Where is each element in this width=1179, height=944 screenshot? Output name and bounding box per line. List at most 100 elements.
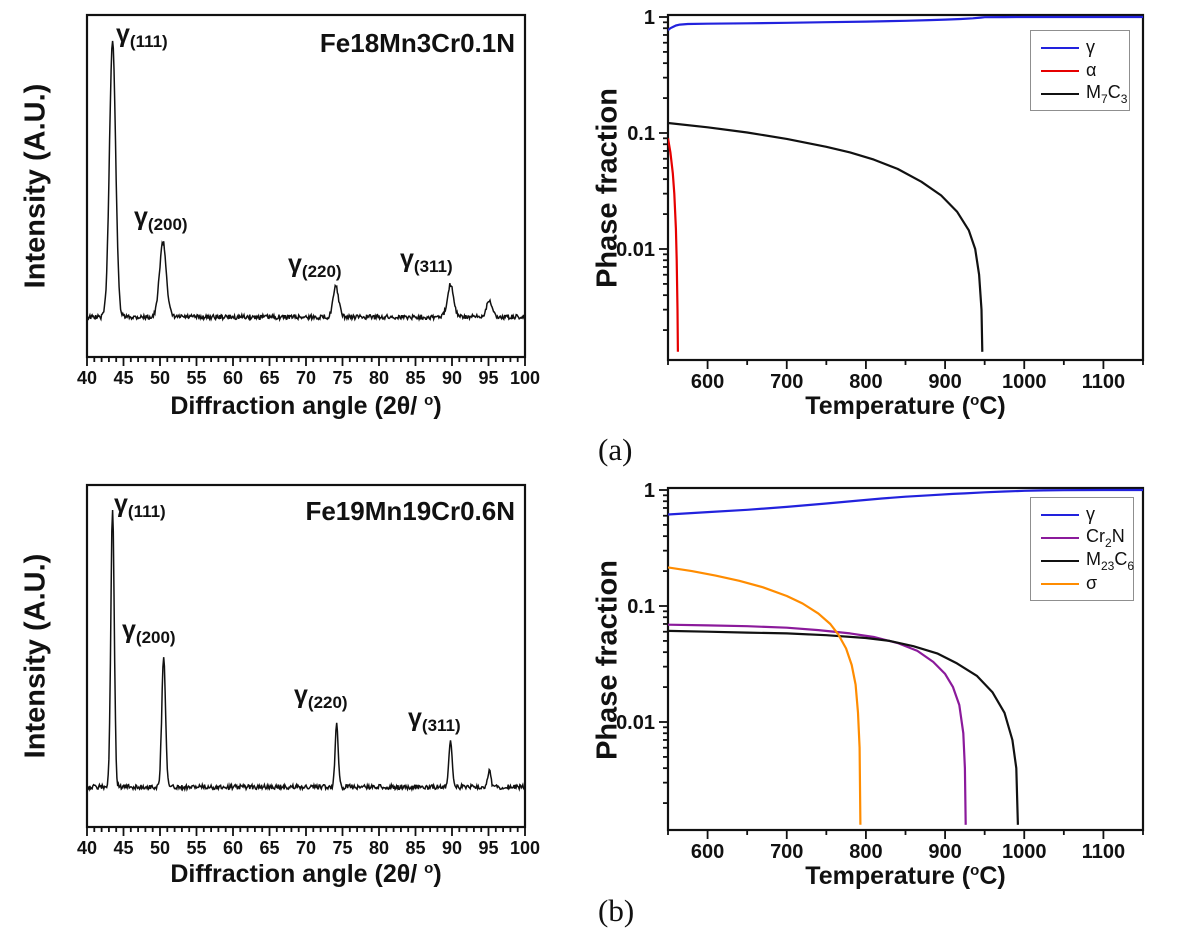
x-tick-label-75: 75 bbox=[332, 368, 352, 388]
y-tick-label-0.01: 0.01 bbox=[616, 239, 655, 261]
legend-label-text: σ bbox=[1086, 573, 1098, 593]
x-tick-label-700: 700 bbox=[770, 841, 803, 863]
x-tick-label-50: 50 bbox=[150, 368, 170, 388]
legend-label-text: N bbox=[1111, 525, 1125, 546]
xrd-b-xaxis-title-pre: Diffraction angle (2θ/ bbox=[170, 860, 425, 888]
x-axis-tick-labels: 40 45 50 55 60 65 70 75 80 85 90 95 100 bbox=[77, 368, 540, 388]
xrd-curve-xrd_b bbox=[86, 509, 526, 792]
phase-b-xaxis-title-post: C) bbox=[979, 862, 1006, 890]
peak-label-main: γ bbox=[288, 250, 302, 278]
legend-entry-sigma: σ bbox=[1041, 572, 1125, 595]
peak-label-main: γ bbox=[294, 681, 308, 709]
peak-label-sub: (311) bbox=[421, 716, 461, 735]
caption-a: (a) bbox=[598, 432, 633, 467]
y-tick-label-1: 1 bbox=[644, 7, 655, 29]
x-tick-label-600: 600 bbox=[691, 841, 724, 863]
phase-a-xaxis-title-sup: o bbox=[970, 392, 980, 409]
peak-label-main: γ bbox=[400, 245, 414, 273]
legend-phase_a: γ α M7C3 bbox=[1030, 30, 1130, 111]
peak-label-xrd_a-(220): γ(220) bbox=[288, 250, 342, 282]
xrd-a-xaxis-title-sup: o bbox=[424, 392, 434, 409]
legend-label-text: Cr bbox=[1086, 525, 1105, 546]
x-tick-label-45: 45 bbox=[113, 838, 133, 858]
legend-label-Cr2N: Cr2N bbox=[1086, 526, 1125, 550]
xrd-b-sample-title: Fe19Mn19Cr0.6N bbox=[305, 496, 515, 526]
legend-label-sub: 2 bbox=[1105, 535, 1112, 550]
x-tick-label-1100: 1100 bbox=[1082, 371, 1125, 393]
legend-line-Cr2N bbox=[1041, 536, 1079, 539]
x-tick-label-95: 95 bbox=[478, 368, 498, 388]
phase-a-xaxis-title-post: C) bbox=[979, 392, 1006, 420]
x-tick-label-75: 75 bbox=[332, 838, 352, 858]
xrd-a-xaxis-title: Diffraction angle (2θ/ o) bbox=[87, 392, 525, 421]
x-tick-label-800: 800 bbox=[849, 371, 882, 393]
legend-phase_b: γ Cr2N M23C6 σ bbox=[1030, 497, 1134, 601]
xrd-a-sample-title: Fe18Mn3Cr0.1N bbox=[319, 28, 515, 58]
legend-entry-alpha: α bbox=[1041, 59, 1121, 82]
legend-entry-M7C3: M7C3 bbox=[1041, 82, 1127, 106]
y-axis-ticks bbox=[659, 489, 668, 804]
phase-a-xaxis-title: Temperature (oC) bbox=[668, 392, 1143, 421]
peak-label-xrd_a-(111): γ(111) bbox=[116, 20, 168, 52]
xrd-b-xaxis-title-post: ) bbox=[433, 860, 442, 888]
legend-entry-gamma: γ bbox=[1041, 36, 1121, 59]
x-tick-label-700: 700 bbox=[770, 371, 803, 393]
x-tick-label-95: 95 bbox=[478, 838, 498, 858]
caption-b: (b) bbox=[598, 893, 635, 928]
legend-line-sigma bbox=[1041, 582, 1079, 585]
x-tick-label-40: 40 bbox=[77, 838, 97, 858]
x-tick-label-900: 900 bbox=[928, 371, 961, 393]
phase-curve-M23C6 bbox=[668, 629, 1019, 825]
plot-border bbox=[85, 483, 527, 829]
peak-label-main: γ bbox=[114, 490, 128, 518]
peak-label-main: γ bbox=[134, 203, 148, 231]
x-tick-label-45: 45 bbox=[113, 368, 133, 388]
peak-label-xrd_b-(200): γ(200) bbox=[122, 616, 176, 648]
phase-a-xaxis-title-pre: Temperature ( bbox=[805, 392, 971, 420]
peak-label-xrd_a-(200): γ(200) bbox=[134, 203, 188, 235]
peak-label-xrd_b-(111): γ(111) bbox=[114, 490, 166, 522]
x-tick-label-65: 65 bbox=[259, 838, 279, 858]
x-tick-label-1000: 1000 bbox=[1002, 371, 1047, 393]
x-tick-label-1000: 1000 bbox=[1002, 841, 1047, 863]
phase-b-xaxis-title-pre: Temperature ( bbox=[805, 862, 971, 890]
legend-line-gamma bbox=[1041, 46, 1079, 49]
legend-label-sub: 23 bbox=[1101, 558, 1115, 573]
peak-label-sub: (220) bbox=[307, 693, 348, 712]
x-tick-label-50: 50 bbox=[150, 838, 170, 858]
peak-label-sub: (111) bbox=[129, 32, 168, 51]
legend-label-gamma: γ bbox=[1086, 504, 1095, 525]
x-axis-ticks bbox=[667, 360, 1144, 369]
legend-line-alpha bbox=[1041, 69, 1079, 72]
legend-label-sigma: σ bbox=[1086, 573, 1097, 594]
legend-line-gamma bbox=[1041, 513, 1079, 516]
y-tick-label-0.1: 0.1 bbox=[627, 596, 655, 618]
xrd-b-xaxis-title: Diffraction angle (2θ/ o) bbox=[87, 860, 525, 889]
x-tick-label-60: 60 bbox=[223, 368, 243, 388]
phase-b-xaxis-title-sup: o bbox=[970, 862, 980, 879]
legend-label-sub: 7 bbox=[1101, 91, 1108, 106]
x-tick-label-60: 60 bbox=[223, 838, 243, 858]
x-tick-label-90: 90 bbox=[442, 838, 462, 858]
peak-label-main: γ bbox=[116, 20, 130, 48]
peak-label-sub: (200) bbox=[147, 215, 188, 234]
peak-label-main: γ bbox=[408, 704, 422, 732]
phase-a-ylabel: Phase fraction bbox=[591, 88, 624, 288]
legend-label-text: α bbox=[1086, 60, 1097, 80]
xrd-plot-xrd_a: 40 45 50 55 60 65 70 75 80 85 90 95 100 bbox=[77, 13, 540, 388]
peak-label-sub: (220) bbox=[301, 262, 342, 281]
legend-label-sub: 6 bbox=[1127, 558, 1135, 573]
x-axis-tick-labels: 40 45 50 55 60 65 70 75 80 85 90 95 100 bbox=[77, 838, 540, 858]
y-tick-label-0.01: 0.01 bbox=[616, 712, 655, 734]
legend-label-text: M bbox=[1086, 548, 1101, 569]
phase-plot-phase_a: 600 700 800 900 1000 1100 1 0.1 0.01 bbox=[616, 7, 1145, 393]
legend-label-text: C bbox=[1114, 548, 1128, 569]
phase-b-ylabel: Phase fraction bbox=[591, 560, 624, 760]
phase-curve-M7C3 bbox=[668, 121, 984, 352]
peak-label-main: γ bbox=[122, 616, 136, 644]
x-tick-label-80: 80 bbox=[369, 838, 389, 858]
x-tick-label-100: 100 bbox=[510, 838, 540, 858]
x-axis-tick-labels: 600 700 800 900 1000 1100 bbox=[691, 371, 1125, 393]
peak-label-sub: (311) bbox=[413, 257, 453, 276]
